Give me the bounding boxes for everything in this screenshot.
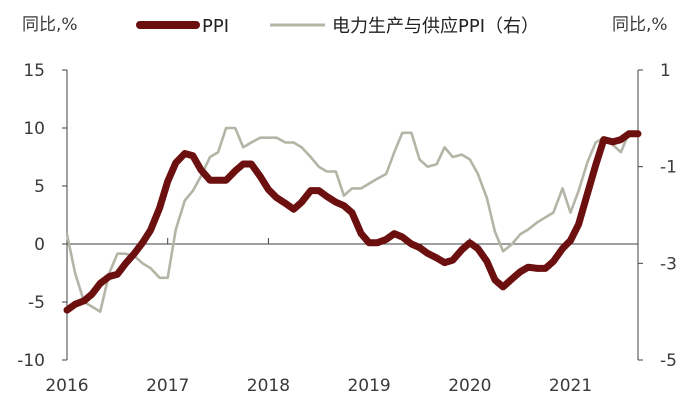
series-layer <box>63 126 642 314</box>
left-axis-unit: 同比,% <box>22 15 78 35</box>
x-axis-ticks: 2016 2017 2018 2019 2020 2021 <box>45 238 592 396</box>
right-tick-label: -3 <box>660 254 677 274</box>
right-tick-label: 1 <box>660 61 671 81</box>
x-tick-label: 2021 <box>549 376 592 396</box>
left-tick-label: 15 <box>23 61 45 81</box>
series-line-power-ppi <box>65 126 640 314</box>
left-tick-label: 5 <box>34 177 45 197</box>
x-tick-label: 2019 <box>347 376 390 396</box>
left-tick-label: 0 <box>34 235 45 255</box>
left-tick-label: -5 <box>28 293 45 313</box>
right-tick-label: -1 <box>660 158 677 178</box>
legend-label-power-ppi: 电力生产与供应PPI（右） <box>332 16 539 37</box>
x-tick-label: 2018 <box>247 376 290 396</box>
legend-label-ppi: PPI <box>202 16 229 37</box>
series-line-ppi <box>63 130 642 314</box>
left-tick-label: 10 <box>23 119 45 139</box>
x-tick-label: 2016 <box>45 376 88 396</box>
right-axis-unit: 同比,% <box>612 15 668 35</box>
left-tick-label: -10 <box>17 351 45 371</box>
right-tick-label: -5 <box>660 351 677 371</box>
right-axis-ticks: 1 -1 -3 -5 <box>638 61 677 371</box>
x-tick-label: 2020 <box>448 376 491 396</box>
x-tick-label: 2017 <box>146 376 189 396</box>
legend: PPI 电力生产与供应PPI（右） <box>136 16 539 37</box>
left-axis-ticks: 15 10 5 0 -5 -10 <box>17 61 67 371</box>
